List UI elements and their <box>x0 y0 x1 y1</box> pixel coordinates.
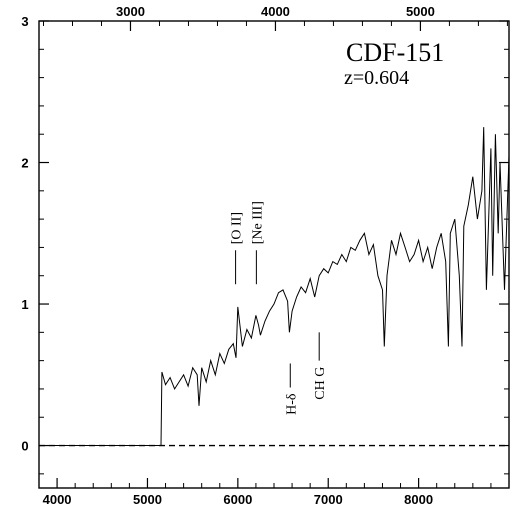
y-tick-label: 3 <box>21 14 28 29</box>
plot-frame <box>38 20 510 489</box>
y-tick-label: 0 <box>21 439 28 454</box>
x-tick-label-bottom: 8000 <box>404 492 433 507</box>
chart-title: CDF-151 <box>346 38 444 67</box>
x-tick-label-bottom: 7000 <box>314 492 343 507</box>
y-tick-label: 2 <box>21 156 28 171</box>
tick-labels: 4000 5000 6000 7000 8000 3000 4000 5000 0 1 2 3 <box>21 4 435 507</box>
spectrum-series <box>39 127 510 446</box>
x-tick-label-bottom: 5000 <box>133 492 162 507</box>
spectrum-line <box>39 127 510 446</box>
axis-ticks <box>38 20 510 488</box>
x-tick-label-top: 5000 <box>406 4 435 19</box>
x-tick-label-top: 4000 <box>261 4 290 19</box>
line-id-label: [O II] <box>230 212 245 244</box>
line-identifications: [O II] [Ne III] H-δ CH G <box>230 201 329 415</box>
y-tick-label: 1 <box>21 297 28 312</box>
x-tick-label-bottom: 4000 <box>43 492 72 507</box>
x-tick-label-top: 3000 <box>116 4 145 19</box>
line-id-label: CH G <box>313 367 328 400</box>
line-id-label: [Ne III] <box>250 201 265 244</box>
x-tick-label-bottom: 6000 <box>223 492 252 507</box>
redshift-label: z=0.604 <box>344 67 409 89</box>
line-id-label: H-δ <box>284 393 299 415</box>
